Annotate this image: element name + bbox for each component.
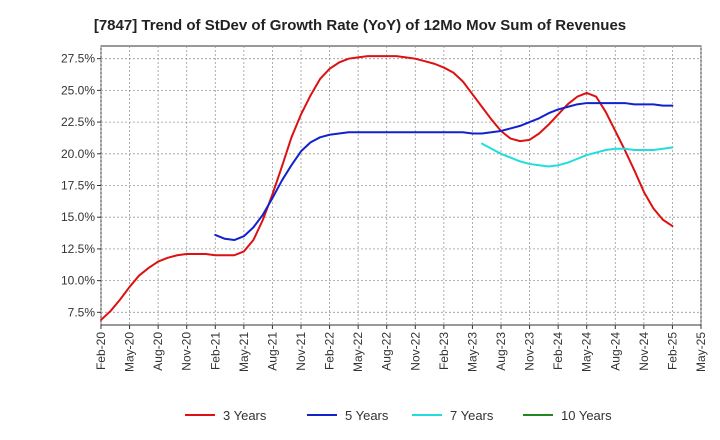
x-tick-label: Nov-21 (294, 332, 308, 371)
y-tick-label: 12.5% (61, 242, 95, 256)
series-lines (100, 55, 674, 321)
y-tick-label: 10.0% (61, 274, 95, 288)
x-tick-label: Feb-24 (551, 332, 565, 370)
x-tick-label: Aug-23 (494, 332, 508, 371)
x-tick-label: Feb-21 (208, 332, 222, 370)
x-tick-label: Aug-20 (151, 332, 165, 371)
y-tick-label: 17.5% (61, 179, 95, 193)
x-tick-label: May-25 (694, 332, 708, 372)
x-tick-label: Feb-20 (94, 332, 108, 370)
y-axis: 7.5% 10.0% 12.5% 15.0% 17.5% 20.0% 22.5% 25.0% 2… (61, 52, 101, 319)
y-tick-label: 20.0% (61, 147, 95, 161)
x-tick-label: Aug-22 (380, 332, 394, 371)
x-tick-label: Nov-24 (637, 332, 651, 371)
legend: 3 Years 5 Years 7 Years 10 Years (185, 408, 612, 423)
legend-label-7-years: 7 Years (450, 408, 494, 423)
y-tick-label: 25.0% (61, 83, 95, 97)
x-tick-label: Aug-24 (608, 332, 622, 371)
legend-label-10-years: 10 Years (561, 408, 612, 423)
chart-title: [7847] Trend of StDev of Growth Rate (Yo… (94, 17, 626, 34)
y-tick-label: 22.5% (61, 115, 95, 129)
x-tick-label: Feb-23 (437, 332, 451, 370)
x-axis: Feb-20 May-20 Aug-20 Nov-20 Feb-21 May-21 Aug-… (94, 325, 708, 372)
x-tick-label: Nov-20 (180, 332, 194, 371)
y-tick-label: 7.5% (68, 305, 96, 319)
legend-label-3-years: 3 Years (223, 408, 267, 423)
x-tick-label: Aug-21 (265, 332, 279, 371)
x-tick-label: May-21 (237, 332, 251, 372)
x-tick-label: Nov-22 (408, 332, 422, 371)
x-tick-label: May-24 (580, 332, 594, 372)
x-tick-label: May-20 (123, 332, 137, 372)
legend-label-5-years: 5 Years (345, 408, 389, 423)
x-tick-label: Feb-22 (323, 332, 337, 370)
x-tick-label: Nov-23 (523, 332, 537, 371)
y-tick-label: 27.5% (61, 52, 95, 66)
y-tick-label: 15.0% (61, 210, 95, 224)
series-line-3-years (100, 55, 674, 321)
grid-lines (100, 46, 702, 325)
x-tick-label: May-23 (465, 332, 479, 372)
x-tick-label: May-22 (351, 332, 365, 372)
series-line-7-years (480, 142, 674, 168)
x-tick-label: Feb-25 (665, 332, 679, 370)
series-line-5-years (214, 102, 674, 242)
